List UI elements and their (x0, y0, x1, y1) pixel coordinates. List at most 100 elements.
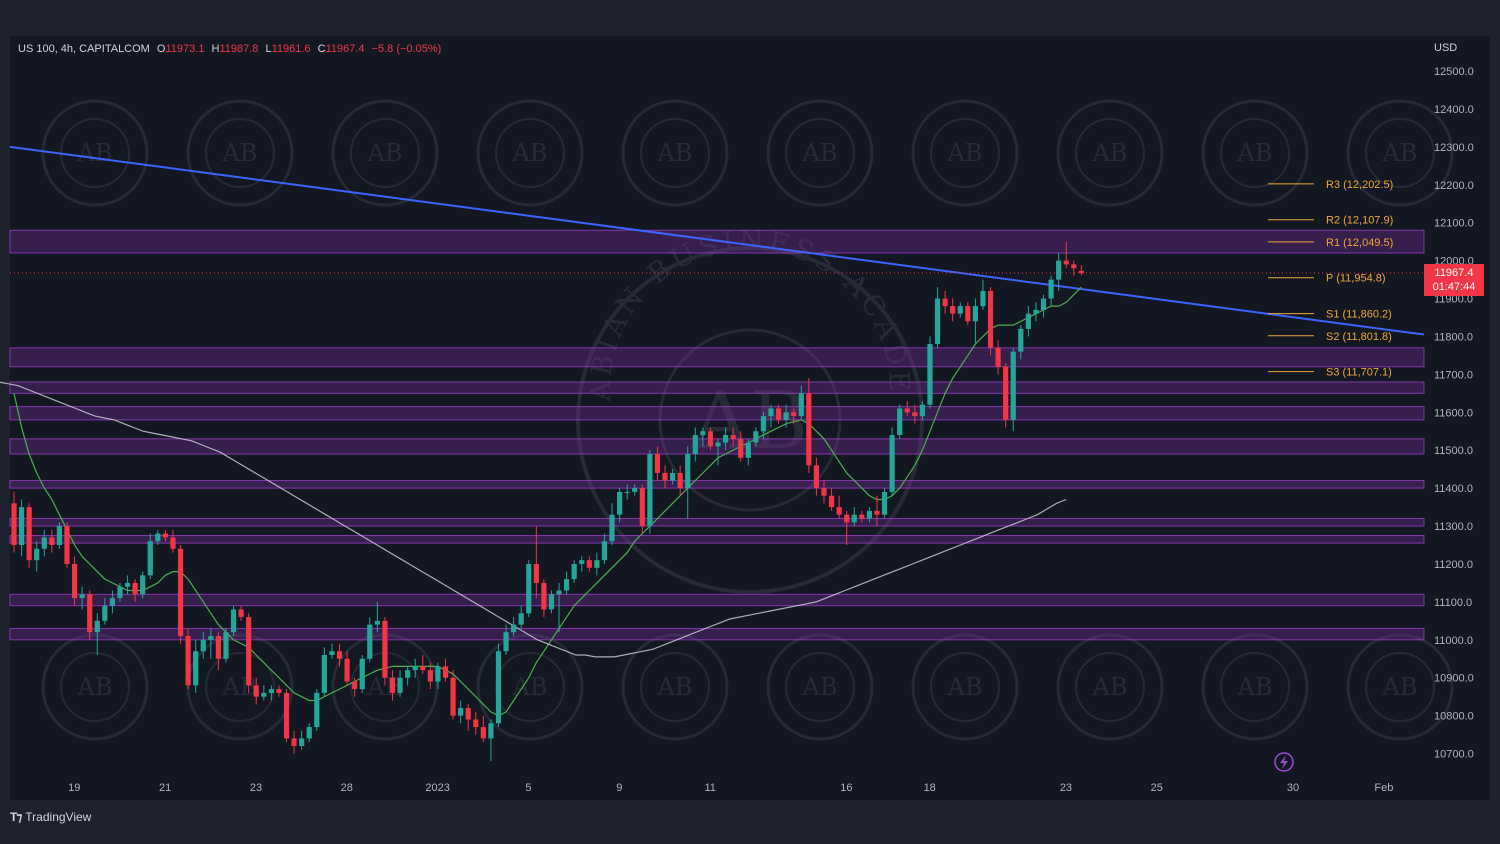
candle[interactable] (79, 586, 85, 610)
candle[interactable] (49, 529, 55, 553)
candle[interactable] (745, 438, 751, 466)
trendline[interactable] (9, 145, 1425, 336)
candle[interactable] (109, 590, 116, 614)
candle[interactable] (291, 730, 297, 754)
candle[interactable] (359, 654, 365, 693)
candle[interactable] (18, 499, 25, 557)
candle[interactable] (177, 545, 184, 644)
candle[interactable] (1033, 302, 1039, 322)
candle[interactable] (594, 552, 600, 576)
candle[interactable] (321, 647, 327, 697)
candle[interactable] (458, 700, 464, 724)
candle[interactable] (874, 495, 880, 527)
footer-brand[interactable]: T⁊ TradingView (10, 810, 91, 824)
candle[interactable] (420, 654, 426, 674)
candle[interactable] (503, 624, 509, 655)
candle[interactable] (223, 628, 229, 663)
candle[interactable] (329, 643, 335, 659)
candle[interactable] (965, 302, 971, 326)
candle[interactable] (654, 446, 661, 481)
candle[interactable] (367, 617, 373, 663)
candle[interactable] (412, 658, 418, 678)
candle[interactable] (556, 582, 562, 633)
candle[interactable] (283, 689, 290, 743)
candle[interactable] (639, 484, 645, 534)
candle[interactable] (919, 400, 925, 420)
candle[interactable] (904, 400, 910, 417)
candle[interactable] (94, 613, 100, 655)
candle[interactable] (564, 571, 570, 595)
candle[interactable] (268, 685, 274, 701)
candle[interactable] (261, 685, 267, 701)
candle[interactable] (541, 579, 547, 618)
candle[interactable] (1063, 241, 1069, 269)
candle[interactable] (715, 438, 721, 466)
candle[interactable] (397, 670, 403, 697)
candle[interactable] (624, 484, 630, 500)
candle[interactable] (488, 719, 494, 762)
candle[interactable] (382, 617, 388, 686)
candle[interactable] (71, 556, 78, 606)
candle[interactable] (193, 639, 199, 693)
candle[interactable] (26, 503, 32, 568)
candle[interactable] (828, 488, 835, 511)
candle[interactable] (836, 495, 842, 519)
candle[interactable] (435, 662, 441, 690)
candle[interactable] (685, 446, 691, 519)
candle[interactable] (185, 628, 191, 690)
candle[interactable] (632, 484, 638, 496)
candle[interactable] (1071, 260, 1077, 276)
candle[interactable] (995, 340, 1001, 375)
candle[interactable] (155, 529, 161, 546)
candle[interactable] (117, 582, 123, 602)
candle[interactable] (64, 522, 70, 568)
candle[interactable] (450, 670, 456, 720)
candle[interactable] (1010, 347, 1016, 432)
candle[interactable] (41, 529, 47, 557)
candle[interactable] (465, 704, 471, 731)
candle[interactable] (601, 533, 608, 564)
candle[interactable] (783, 404, 789, 428)
candle[interactable] (866, 507, 873, 523)
candle[interactable] (692, 427, 698, 462)
candle[interactable] (473, 711, 479, 735)
candle[interactable] (775, 404, 782, 424)
candle[interactable] (344, 651, 350, 686)
candle[interactable] (200, 632, 206, 659)
candle[interactable] (912, 404, 918, 424)
candle[interactable] (753, 427, 759, 447)
candle[interactable] (427, 662, 433, 690)
candle[interactable] (102, 598, 108, 625)
candle[interactable] (677, 465, 683, 496)
candle[interactable] (707, 427, 714, 451)
candle[interactable] (942, 290, 948, 314)
candle[interactable] (1048, 275, 1054, 307)
candle[interactable] (253, 677, 259, 705)
candle[interactable] (495, 643, 502, 728)
candle[interactable] (851, 507, 857, 527)
candle[interactable] (1003, 362, 1009, 428)
candle[interactable] (791, 408, 797, 424)
candle[interactable] (87, 590, 93, 640)
candle[interactable] (480, 715, 486, 743)
candle[interactable] (934, 287, 941, 348)
candle[interactable] (374, 601, 380, 633)
candle[interactable] (586, 556, 592, 572)
candle[interactable] (806, 378, 812, 473)
candle[interactable] (299, 730, 305, 750)
candle[interactable] (526, 560, 532, 618)
candle[interactable] (813, 457, 820, 496)
candle[interactable] (722, 427, 729, 451)
candle[interactable] (647, 450, 653, 534)
candle[interactable] (170, 529, 176, 553)
candle[interactable] (950, 298, 956, 322)
candle[interactable] (276, 685, 282, 697)
candle[interactable] (147, 533, 153, 580)
candle[interactable] (314, 689, 320, 731)
candle[interactable] (1040, 294, 1047, 318)
candle[interactable] (897, 404, 903, 439)
candle[interactable] (859, 510, 865, 523)
candle[interactable] (700, 427, 706, 447)
candle[interactable] (798, 385, 804, 420)
